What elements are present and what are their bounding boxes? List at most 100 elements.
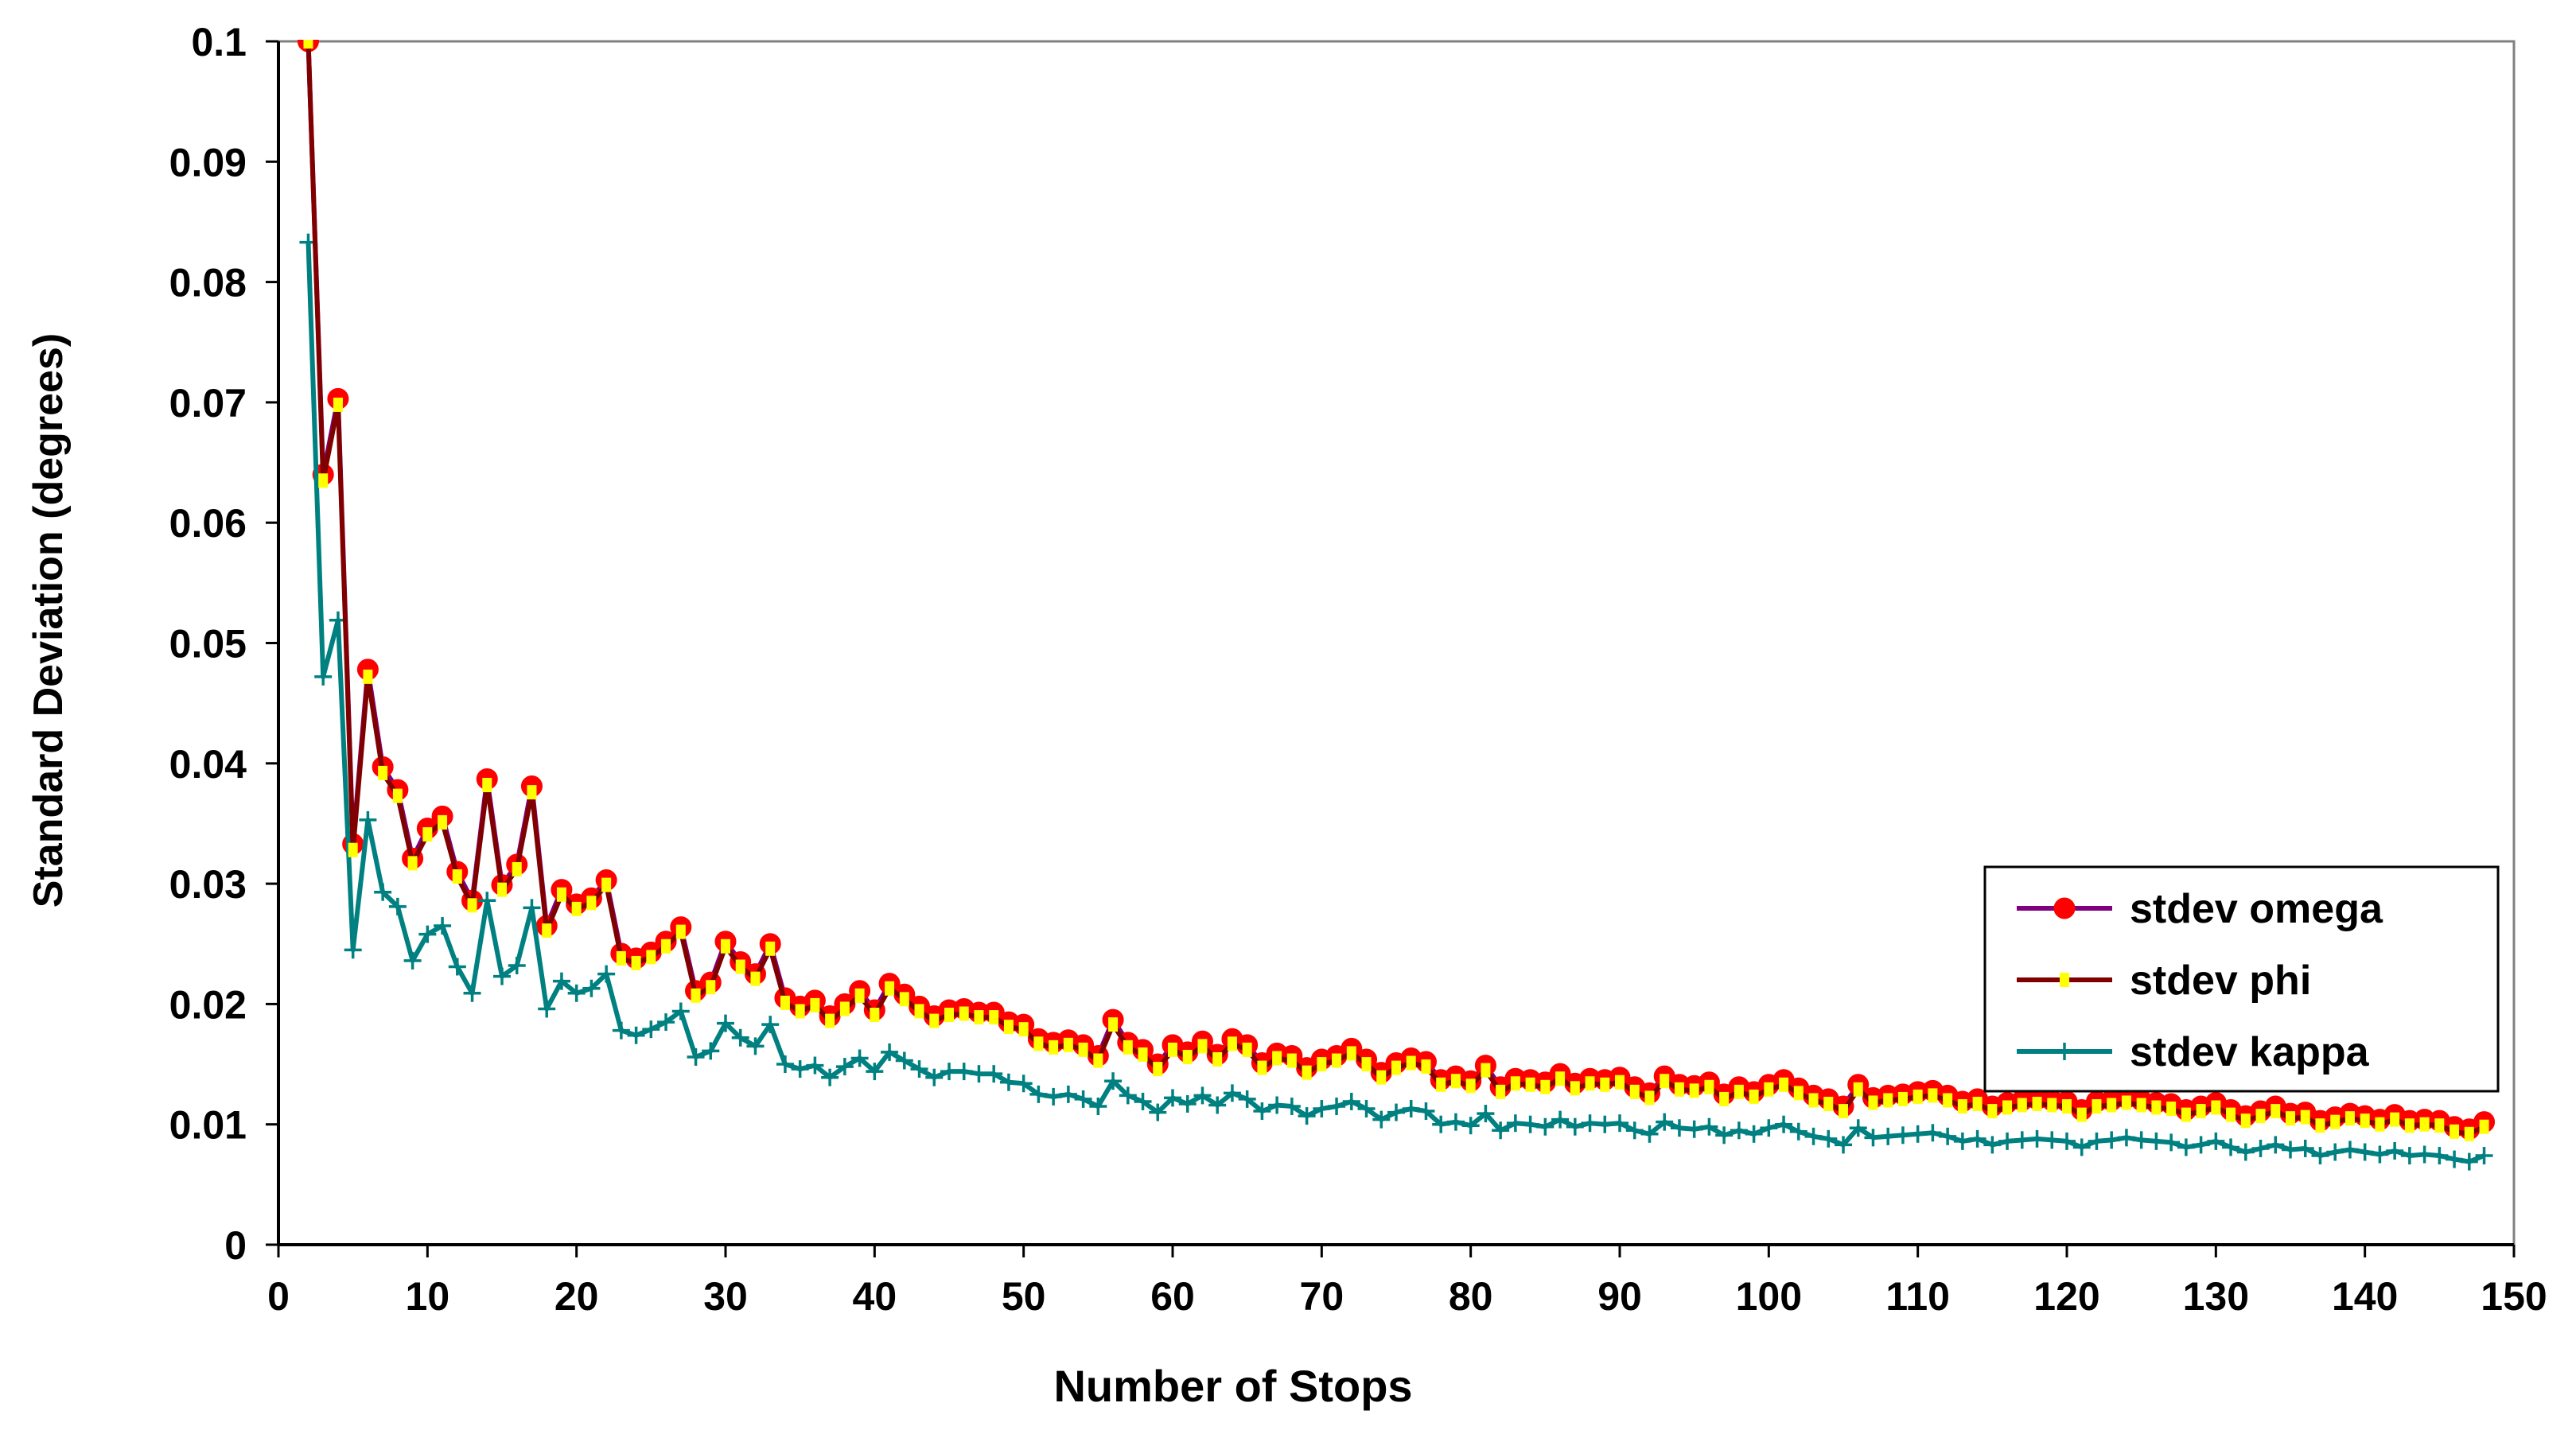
legend-stdev-kappa-point xyxy=(2056,1043,2073,1060)
stdev-phi-point xyxy=(1361,1057,1372,1072)
stdev-phi-point xyxy=(1928,1088,1938,1103)
stdev-phi-point xyxy=(467,898,477,913)
stdev-phi-point xyxy=(1078,1042,1088,1057)
stdev-phi-point xyxy=(2286,1111,2295,1126)
stdev-phi-point xyxy=(1808,1093,1819,1108)
stdev-kappa-point xyxy=(418,925,437,943)
stdev-kappa-point xyxy=(2072,1138,2091,1156)
stdev-kappa-point xyxy=(388,897,407,915)
stdev-phi-point xyxy=(854,988,865,1003)
legend-stdev-omega-point xyxy=(2053,897,2076,919)
stdev-kappa-point xyxy=(702,1042,720,1060)
stdev-phi-point xyxy=(1093,1053,1103,1068)
stdev-phi-point xyxy=(1138,1047,1148,1062)
stdev-kappa-point xyxy=(895,1051,913,1070)
stdev-phi-point xyxy=(735,959,745,974)
stdev-kappa-point xyxy=(1909,1125,1927,1143)
legend-label-stdev-kappa: stdev kappa xyxy=(2130,1029,2370,1075)
stdev-kappa-point xyxy=(1342,1092,1360,1110)
stdev-phi-point xyxy=(2240,1113,2251,1129)
stdev-phi-point xyxy=(601,877,612,892)
y-tick-label: 0.08 xyxy=(169,261,247,305)
stdev-kappa-point xyxy=(1640,1125,1659,1143)
stdev-kappa-point xyxy=(1521,1115,1539,1133)
stdev-phi-point xyxy=(2464,1126,2474,1141)
stdev-phi-point xyxy=(765,941,776,956)
stdev-kappa-point xyxy=(1983,1136,2002,1154)
stdev-phi-point xyxy=(333,397,343,412)
stdev-phi-point xyxy=(616,950,626,966)
stdev-kappa-point xyxy=(2311,1147,2329,1165)
stdev-phi-point xyxy=(1600,1077,1610,1092)
stdev-kappa-point xyxy=(1193,1086,1212,1105)
tick-labels: 0 10 20 30 40 50 60 70 80 90 100 110 120 130 140 150 0 0.… xyxy=(169,20,2547,1319)
y-tick-label: 0.07 xyxy=(169,381,247,426)
x-tick-label: 40 xyxy=(853,1274,897,1319)
stdev-phi-point xyxy=(675,924,686,939)
stdev-kappa-point xyxy=(2326,1143,2344,1161)
stdev-kappa-point xyxy=(1864,1129,1882,1147)
stdev-kappa-point xyxy=(657,1013,675,1032)
stdev-phi-point xyxy=(989,1010,999,1025)
y-axis-title: Standard Deviation (degrees) xyxy=(25,333,72,907)
stdev-kappa-point xyxy=(1432,1115,1450,1133)
stdev-phi-point xyxy=(2419,1117,2430,1132)
stdev-kappa-point xyxy=(761,1016,780,1034)
stdev-kappa-point xyxy=(1357,1100,1376,1118)
stdev-phi-point xyxy=(1883,1093,1893,1108)
stdev-kappa-point xyxy=(2341,1141,2359,1159)
stdev-phi-point xyxy=(899,992,909,1007)
y-tick-label: 0 xyxy=(224,1223,247,1268)
stdev-phi-point xyxy=(1585,1076,1595,1091)
stdev-phi-point xyxy=(2151,1100,2162,1115)
stdev-phi-point xyxy=(1436,1077,1446,1092)
stdev-kappa-point xyxy=(314,667,333,686)
stdev-phi-point xyxy=(1003,1020,1014,1035)
stdev-kappa-point xyxy=(1014,1075,1033,1093)
stdev-kappa-point xyxy=(403,951,422,970)
stdev-phi-point xyxy=(1689,1083,1699,1098)
stdev-kappa-point xyxy=(1730,1121,1748,1140)
stdev-phi-point xyxy=(542,923,552,939)
stdev-kappa-point xyxy=(806,1056,824,1075)
stdev-phi-point xyxy=(2166,1102,2177,1117)
stdev-phi-point xyxy=(556,887,566,902)
stdev-kappa-point xyxy=(2207,1132,2225,1150)
stdev-phi-point xyxy=(497,882,507,897)
stdev-kappa-point xyxy=(2043,1131,2061,1149)
legend-label-stdev-omega: stdev omega xyxy=(2130,886,2383,932)
stdev-kappa-point xyxy=(1477,1105,1495,1123)
stdev-kappa-point xyxy=(1819,1129,1838,1148)
stdev-kappa-point xyxy=(940,1063,958,1081)
stdev-kappa-point xyxy=(344,941,362,959)
legend-entry-stdev-kappa: stdev kappa xyxy=(2017,1029,2370,1075)
stdev-phi-point xyxy=(2211,1100,2221,1115)
stdev-kappa-point xyxy=(999,1073,1018,1091)
stdev-phi-point xyxy=(1540,1079,1551,1094)
stdev-phi-point xyxy=(2375,1117,2385,1132)
stdev-kappa-point xyxy=(2282,1141,2299,1159)
stdev-phi-point xyxy=(438,814,448,830)
stdev-phi-point xyxy=(1570,1081,1580,1096)
stdev-kappa-point xyxy=(2222,1138,2240,1156)
stdev-kappa-point xyxy=(2386,1141,2404,1160)
stdev-phi-point xyxy=(1823,1096,1834,1111)
stdev-phi-point xyxy=(1957,1099,1967,1114)
stdev-phi-point xyxy=(929,1013,940,1028)
stdev-kappa-point xyxy=(1208,1096,1227,1114)
y-tick-label: 0.03 xyxy=(169,862,247,907)
stdev-phi-point xyxy=(2434,1118,2445,1133)
stdev-phi-point xyxy=(1421,1059,1431,1075)
stdev-phi-point xyxy=(1719,1091,1730,1106)
stdev-phi-point xyxy=(363,669,373,684)
stdev-phi-point xyxy=(2076,1107,2087,1122)
stdev-phi-point xyxy=(1465,1078,1476,1094)
stdev-phi-point xyxy=(914,1004,924,1019)
stdev-kappa-point xyxy=(1953,1132,1971,1150)
stdev-phi-point xyxy=(795,1004,805,1019)
stdev-phi-point xyxy=(2136,1098,2146,1113)
stdev-phi-point xyxy=(1317,1057,1327,1072)
stdev-phi-point xyxy=(780,995,790,1010)
stdev-phi-point xyxy=(1450,1074,1461,1089)
legend-entry-stdev-omega: stdev omega xyxy=(2017,886,2383,932)
